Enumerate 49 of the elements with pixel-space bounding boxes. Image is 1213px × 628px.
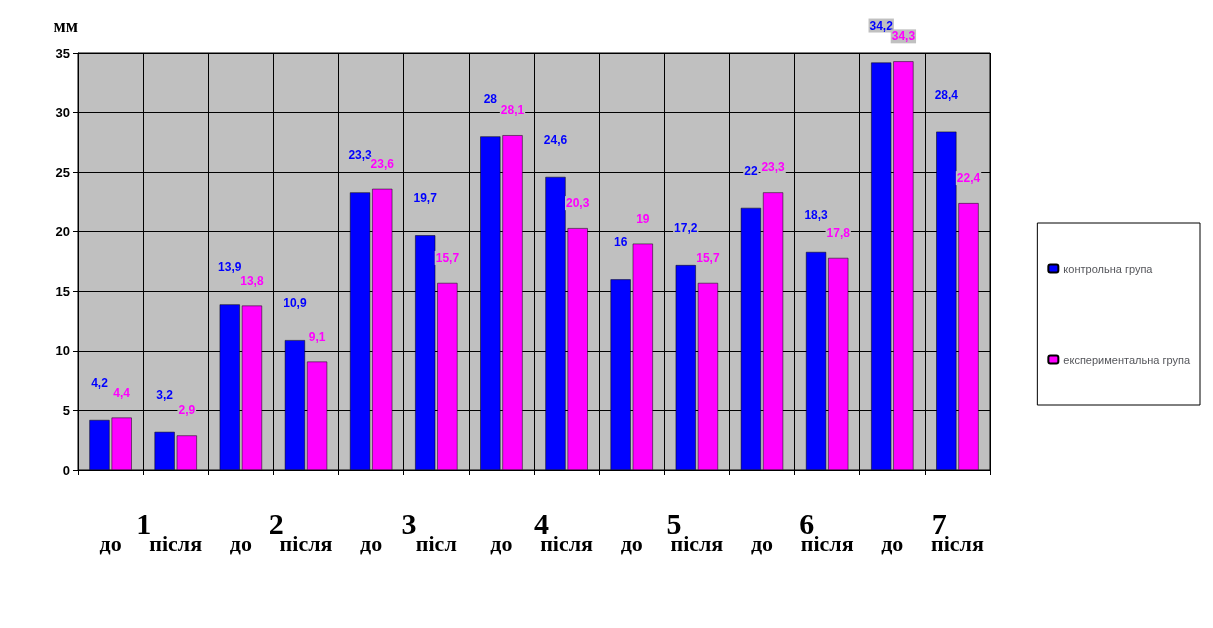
data-label: 23,3 bbox=[761, 160, 786, 175]
text: 1 bbox=[136, 506, 152, 540]
data-label: 18,3 bbox=[804, 207, 829, 222]
y-tick-label: 5 bbox=[62, 402, 70, 418]
y-tick-label: 30 bbox=[55, 105, 70, 121]
y-tick-label: 25 bbox=[55, 164, 70, 180]
y-tick-label: 10 bbox=[55, 343, 70, 359]
data-label: 15,7 bbox=[696, 250, 720, 265]
x-tick-label: до bbox=[490, 530, 513, 556]
data-label: 15,7 bbox=[435, 250, 460, 265]
x-tick-label: до bbox=[99, 530, 122, 556]
data-label: 2,9 bbox=[178, 403, 196, 418]
data-label: 3,2 bbox=[156, 387, 174, 402]
data-label: 28,4 bbox=[934, 87, 959, 102]
data-label: 28 bbox=[483, 92, 498, 107]
text: 3 bbox=[401, 506, 417, 540]
x-tick-label: до bbox=[360, 530, 383, 556]
x-tick-label: післ bbox=[415, 530, 457, 556]
data-label: 23,6 bbox=[370, 156, 395, 171]
y-axis-title: мм bbox=[53, 16, 78, 36]
data-label: 13,8 bbox=[240, 273, 264, 288]
data-label: 20,3 bbox=[565, 196, 590, 211]
text: 2 bbox=[268, 506, 284, 540]
data-label: 22 bbox=[744, 163, 758, 178]
y-tick-label: 0 bbox=[62, 462, 70, 478]
data-label: 24,6 bbox=[543, 132, 568, 147]
x-tick-label: до bbox=[750, 530, 774, 556]
data-label: 16 bbox=[613, 235, 628, 250]
data-label: 13,9 bbox=[218, 260, 242, 275]
data-label: 4,2 bbox=[91, 375, 109, 390]
data-label: 17,2 bbox=[674, 221, 698, 236]
data-label: 9,1 bbox=[308, 329, 326, 344]
data-label: 28,1 bbox=[500, 103, 525, 118]
data-label: 34,3 bbox=[891, 29, 916, 44]
data-label: 10,9 bbox=[283, 296, 307, 311]
data-label: 17,8 bbox=[826, 225, 851, 240]
x-tick-label: після bbox=[149, 530, 203, 556]
data-label: 19,7 bbox=[413, 191, 438, 206]
y-tick-label: 35 bbox=[55, 45, 70, 61]
x-tick-label: до bbox=[229, 530, 252, 556]
data-label: 19 bbox=[636, 211, 650, 226]
data-label: 22,4 bbox=[956, 171, 981, 186]
x-tick-label: до bbox=[881, 530, 904, 556]
legend-label: експериментальна група bbox=[1063, 353, 1191, 366]
legend-label: контрольна група bbox=[1063, 262, 1154, 275]
data-label: 4,4 bbox=[113, 385, 131, 400]
x-tick-label: до bbox=[620, 530, 643, 556]
y-tick-label: 15 bbox=[55, 283, 70, 299]
y-tick-label: 20 bbox=[55, 224, 70, 240]
